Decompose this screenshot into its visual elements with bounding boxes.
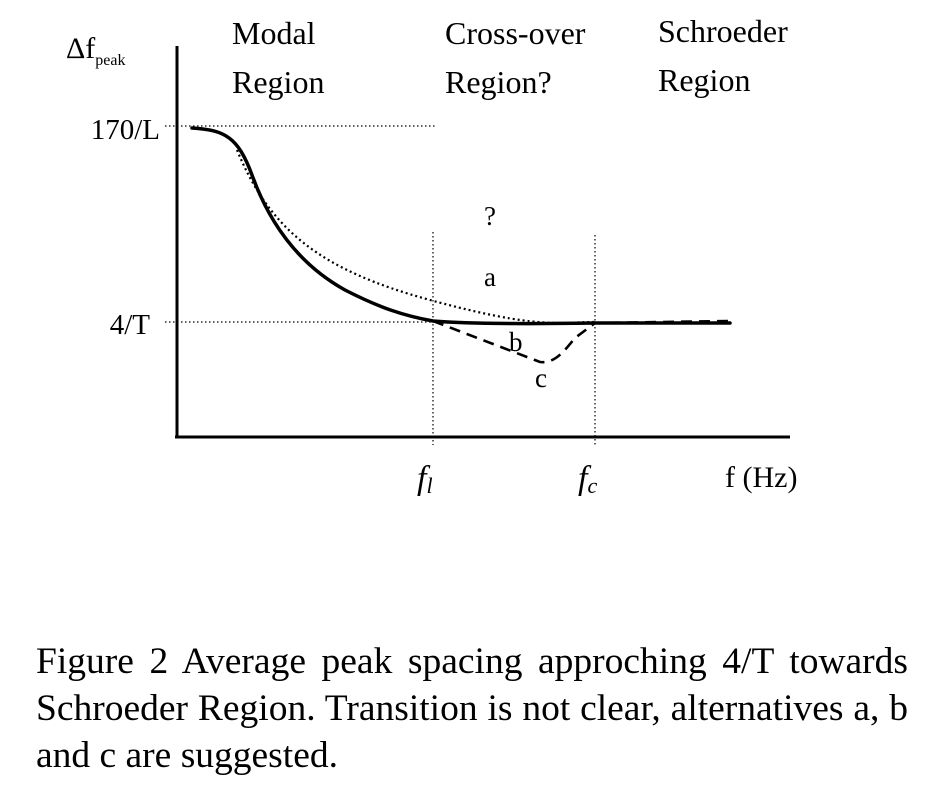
curve-a-dotted bbox=[235, 149, 596, 325]
curve-label-c: c bbox=[535, 363, 547, 393]
region-crossover-line1: Cross-over bbox=[445, 15, 586, 51]
region-modal-line1: Modal bbox=[232, 15, 316, 51]
figure-caption: Figure 2 Average peak spacing approching… bbox=[36, 641, 908, 776]
region-schroeder-line1: Schroeder bbox=[658, 13, 788, 49]
region-crossover-line2: Region? bbox=[445, 64, 552, 100]
y-tick-label-4-over-t: 4/T bbox=[110, 309, 151, 341]
curve-label-a: a bbox=[484, 262, 496, 292]
x-tick-label-f1: fl bbox=[417, 460, 433, 498]
curve-bc-dashed bbox=[432, 319, 731, 364]
x-tick-label-fc: fc bbox=[578, 460, 597, 498]
region-schroeder-line2: Region bbox=[658, 62, 750, 98]
main-solid-curve bbox=[190, 126, 732, 326]
y-tick-label-170-over-l: 170/L bbox=[91, 114, 160, 146]
region-modal-line2: Region bbox=[232, 64, 324, 100]
y-axis-label: Δfpeak bbox=[66, 32, 126, 69]
x-axis-title: f (Hz) bbox=[725, 461, 797, 494]
peak-spacing-diagram: Δfpeak 170/L 4/T Modal Region Cross-over… bbox=[66, 13, 797, 498]
curve-label-b: b bbox=[509, 327, 523, 357]
curve-label-question: ? bbox=[484, 201, 496, 231]
